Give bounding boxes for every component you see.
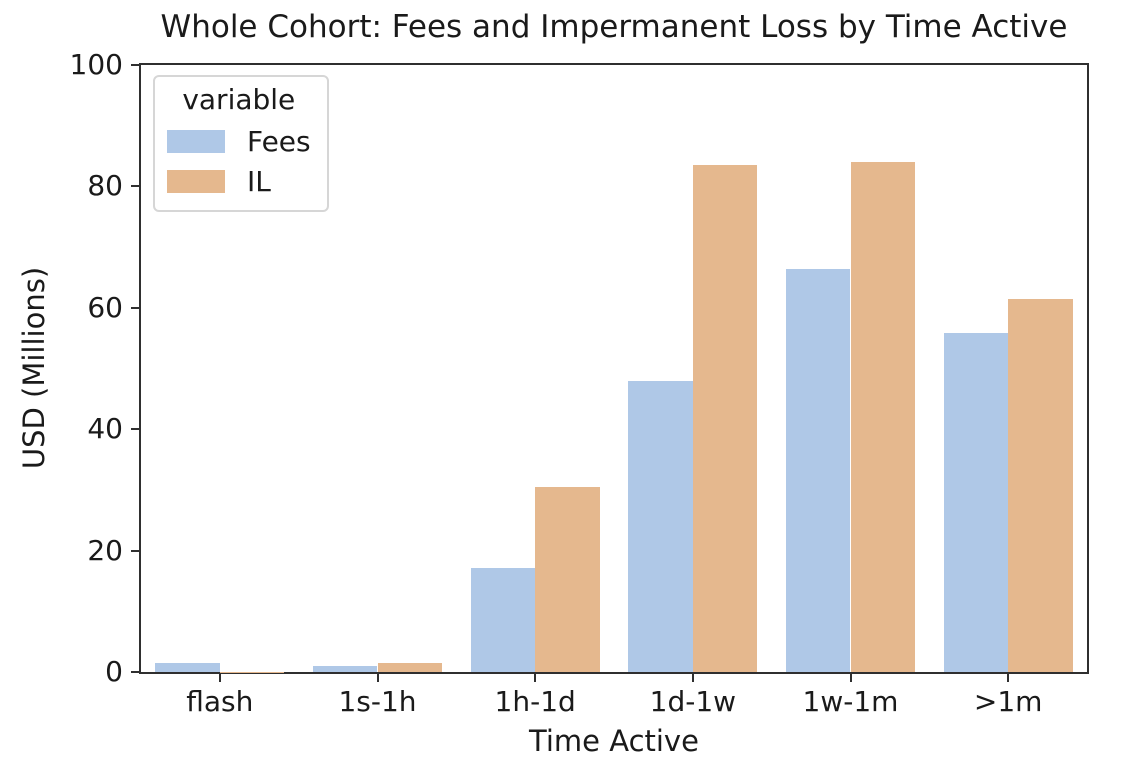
legend-title: variable xyxy=(182,83,296,116)
bar-il->1m xyxy=(1008,299,1073,672)
x-tick-label: flash xyxy=(186,685,254,718)
y-tick-mark xyxy=(131,306,139,309)
y-tick-mark xyxy=(131,671,139,673)
bar-fees-1s-1h xyxy=(312,665,378,672)
x-tick-label: >1m xyxy=(973,685,1043,718)
y-tick-mark xyxy=(131,185,139,188)
bar-fees-1h-1d xyxy=(470,567,536,672)
y-tick-label: 80 xyxy=(87,169,123,203)
x-axis-label: Time Active xyxy=(529,724,699,758)
legend-label-fees: Fees xyxy=(247,124,311,158)
legend-items: Fees IL xyxy=(167,124,311,198)
x-tick-mark xyxy=(376,674,379,682)
legend-entry-fees: Fees xyxy=(167,124,311,158)
bar-fees->1m xyxy=(943,333,1009,672)
x-tick-mark xyxy=(691,674,694,682)
y-tick-label: 40 xyxy=(87,412,123,446)
y-tick-mark xyxy=(131,549,139,552)
bar-fees-1w-1m xyxy=(785,268,851,672)
bar-il-1s-1h xyxy=(377,662,443,672)
y-tick-label: 20 xyxy=(87,533,123,567)
y-tick-mark xyxy=(131,64,139,66)
x-tick-mark xyxy=(534,674,537,682)
bar-il-1w-1m xyxy=(850,161,916,672)
x-tick-label: 1h-1d xyxy=(494,685,576,718)
legend: variable Fees IL xyxy=(153,75,329,212)
x-tick-label: 1d-1w xyxy=(649,685,737,718)
y-tick-label: 0 xyxy=(105,655,123,688)
y-tick-label: 60 xyxy=(87,290,123,324)
x-tick-mark xyxy=(1007,674,1010,682)
bar-fees-1d-1w xyxy=(628,380,693,672)
y-axis-label: USD (Millions) xyxy=(17,266,51,470)
legend-label-il: IL xyxy=(247,164,271,198)
plot-area: variable Fees IL 0 20 40 60 80 100 flash 1s-1h 1h… xyxy=(70,51,1089,716)
bar-il-1h-1d xyxy=(535,486,600,672)
legend-swatch-il xyxy=(167,170,225,194)
x-tick-mark xyxy=(849,674,852,682)
x-tick-label: 1w-1m xyxy=(802,685,899,718)
legend-entry-il: IL xyxy=(167,164,311,198)
bar-il-1d-1w xyxy=(692,164,758,672)
y-tick-label: 100 xyxy=(69,48,123,81)
x-tick-label: 1s-1h xyxy=(338,685,417,718)
x-tick-mark xyxy=(218,674,221,682)
chart-title: Whole Cohort: Fees and Impermanent Loss … xyxy=(160,9,1068,45)
legend-swatch-fees xyxy=(167,130,225,154)
bar-fees-flash xyxy=(155,662,220,672)
y-tick-mark xyxy=(131,428,139,431)
